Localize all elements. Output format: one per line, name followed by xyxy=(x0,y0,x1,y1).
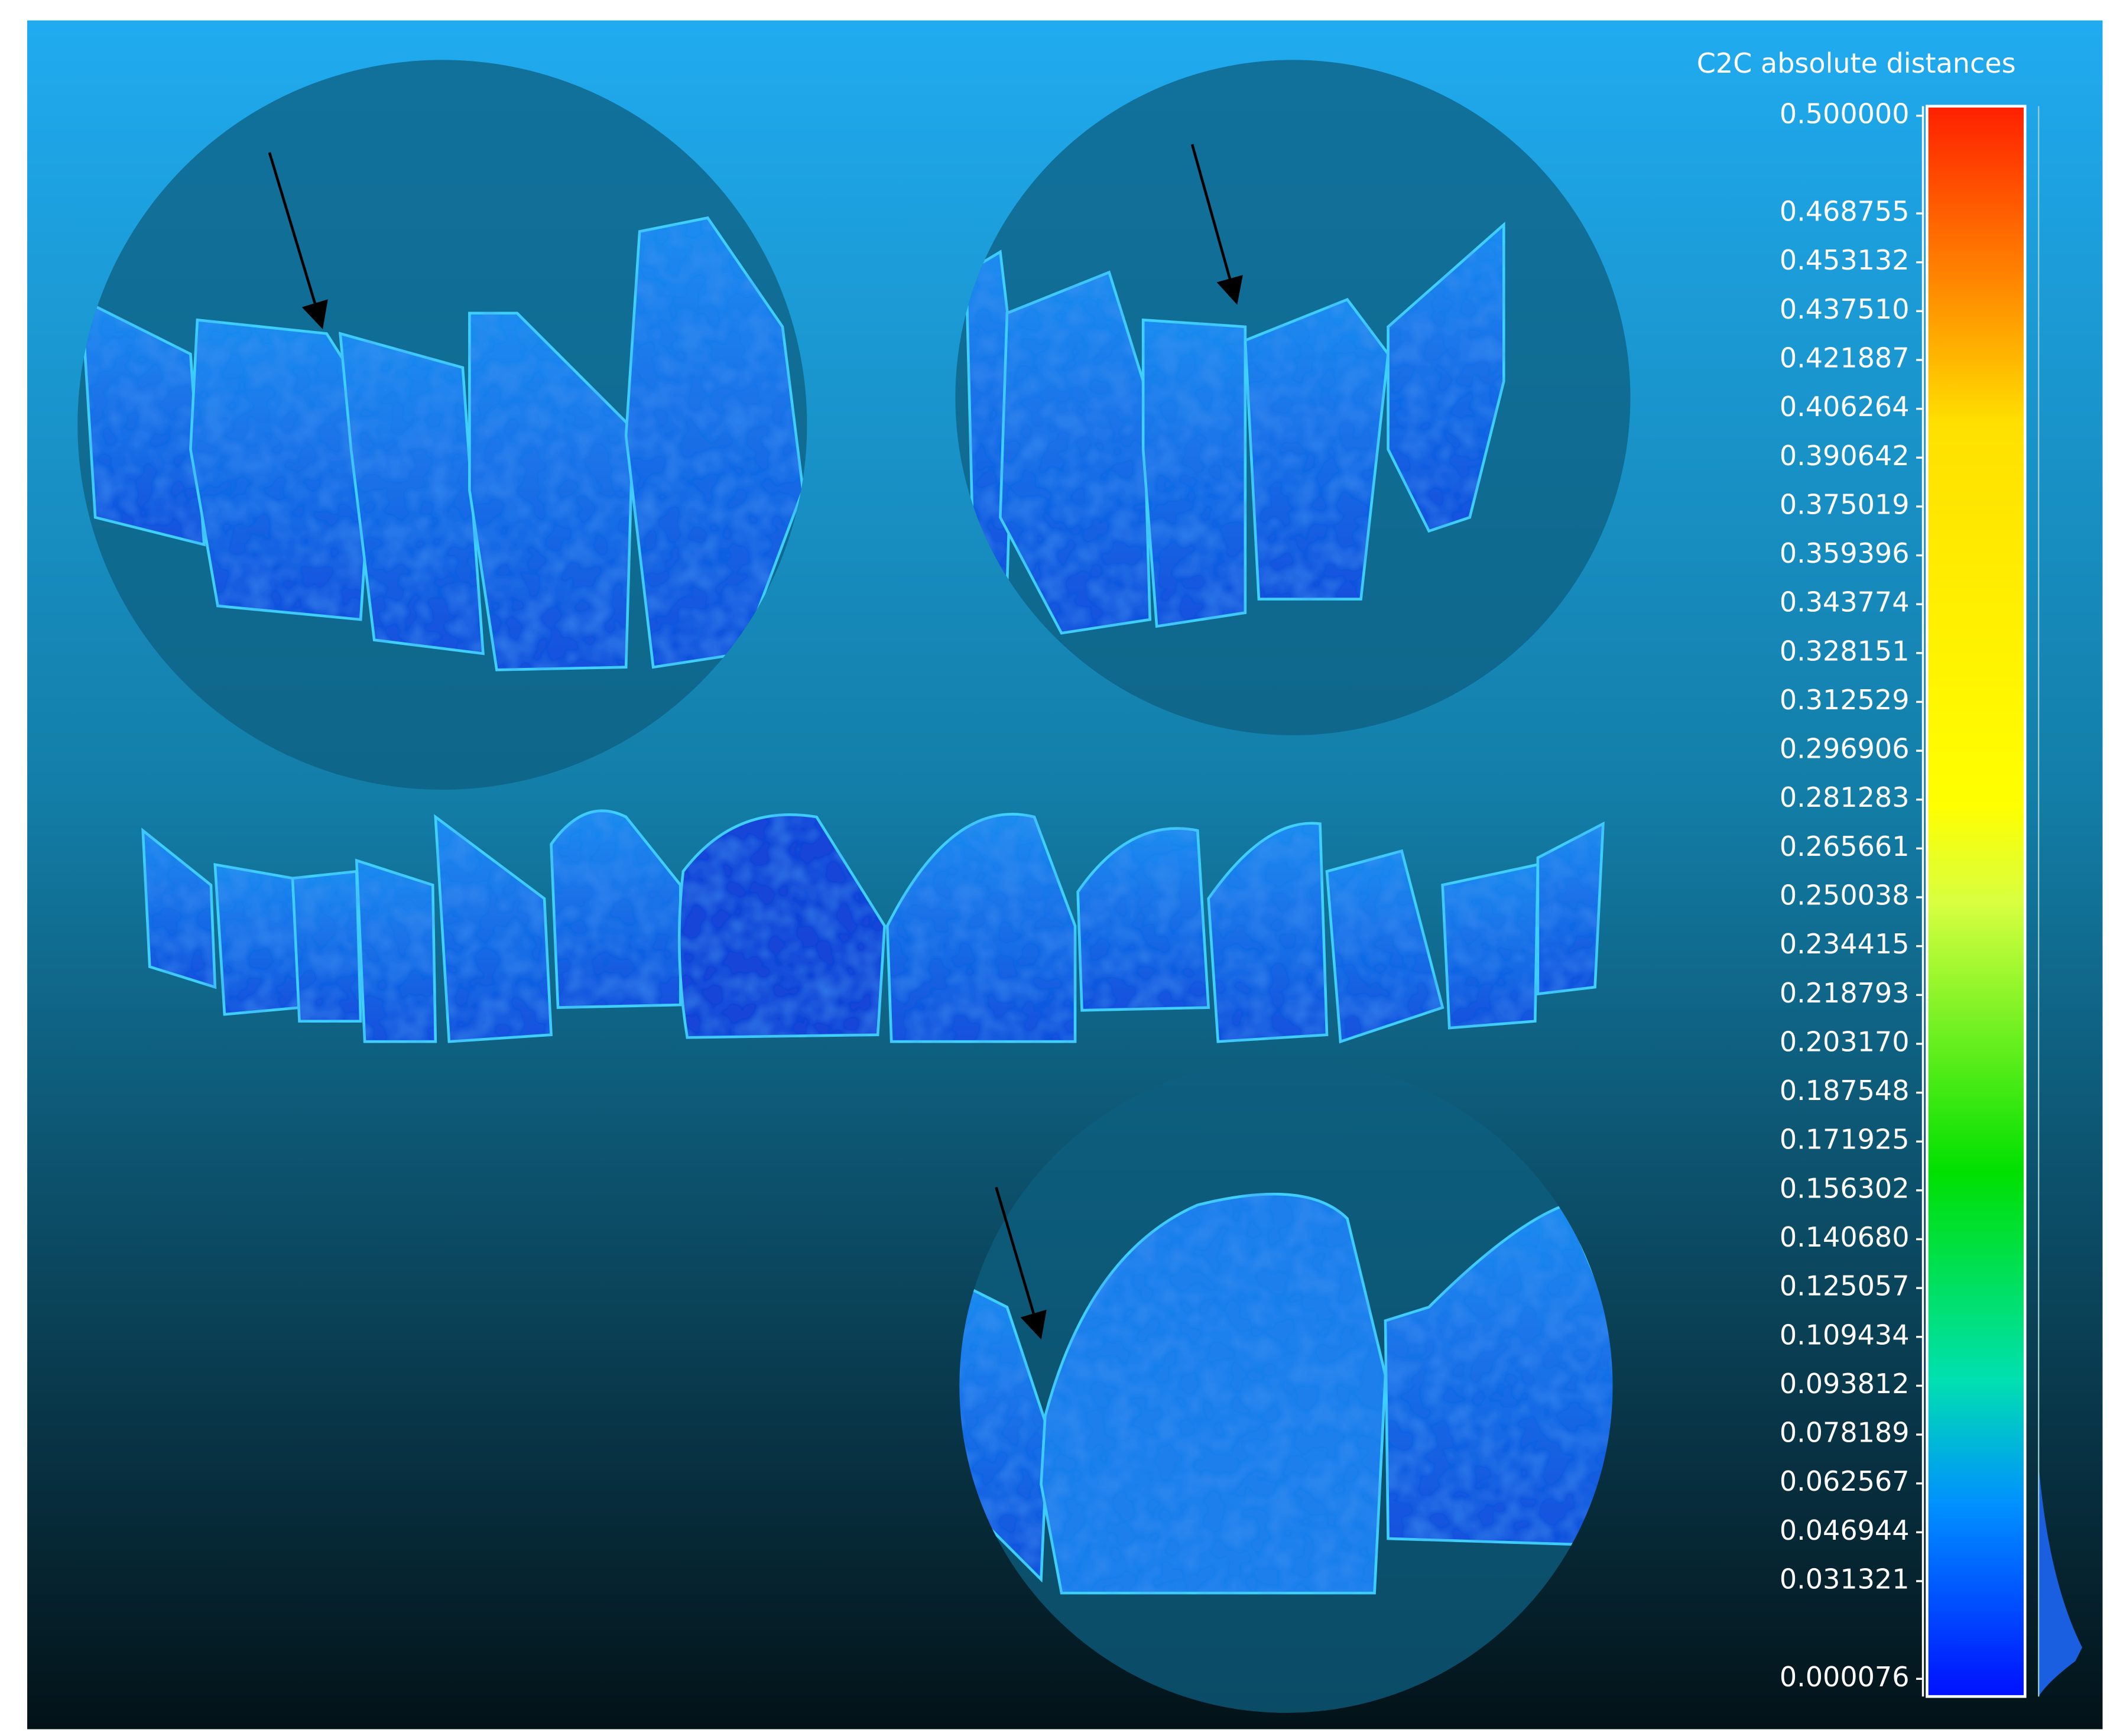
scale-tick-label: 0.140680 xyxy=(1780,1221,1910,1253)
full-arch xyxy=(141,809,1605,1044)
color-scale: C2C absolute distances 0.500000 0.468755 0… xyxy=(1697,47,2082,1698)
scale-tick-label: 0.125057 xyxy=(1780,1270,1910,1302)
scale-tick-label: 0.062567 xyxy=(1780,1465,1910,1497)
scale-tick-label: 0.046944 xyxy=(1780,1514,1910,1546)
scale-tick-label: 0.390642 xyxy=(1780,440,1910,472)
scale-tick-label: 0.171925 xyxy=(1780,1124,1910,1156)
scale-tick-label: 0.078189 xyxy=(1780,1417,1910,1449)
scale-tick-label: 0.265661 xyxy=(1780,830,1910,862)
scale-tick-label: 0.328151 xyxy=(1780,635,1910,667)
scale-tick-label: 0.250038 xyxy=(1780,880,1910,911)
scale-tick-label: 0.375019 xyxy=(1780,488,1910,520)
scale-tick-label: 0.421887 xyxy=(1780,342,1910,374)
scale-tick-label: 0.500000 xyxy=(1780,98,1910,129)
color-ramp xyxy=(1926,105,2027,1698)
histogram xyxy=(2038,1464,2082,1697)
scale-tick-label: 0.406264 xyxy=(1780,391,1910,423)
scale-tick-label: 0.437510 xyxy=(1780,293,1910,325)
scale-tick-label: 0.093812 xyxy=(1780,1368,1910,1400)
scale-title: C2C absolute distances xyxy=(1697,47,2016,79)
scale-tick-label: 0.000076 xyxy=(1780,1661,1910,1693)
scale-tick-label: 0.468755 xyxy=(1780,196,1910,228)
scale-tick-label: 0.359396 xyxy=(1780,537,1910,569)
scale-tick-label: 0.218793 xyxy=(1780,977,1910,1009)
scale-tick-label: 0.234415 xyxy=(1780,928,1910,960)
scale-tick-label: 0.343774 xyxy=(1780,586,1910,618)
scale-tick-label: 0.203170 xyxy=(1780,1026,1910,1057)
scale-tick-label: 0.187548 xyxy=(1780,1075,1910,1107)
scale-tick-label: 0.281283 xyxy=(1780,781,1910,813)
scale-tick-label: 0.109434 xyxy=(1780,1319,1910,1351)
scale-tick-label: 0.453132 xyxy=(1780,244,1910,276)
scale-tick-label: 0.312529 xyxy=(1780,684,1910,716)
scale-tick-label: 0.156302 xyxy=(1780,1172,1910,1204)
scale-tick-label: 0.031321 xyxy=(1780,1563,1910,1595)
scale-tick-label: 0.296906 xyxy=(1780,733,1910,765)
zoom-top-left xyxy=(77,60,807,790)
zoom-top-right xyxy=(955,60,1631,735)
